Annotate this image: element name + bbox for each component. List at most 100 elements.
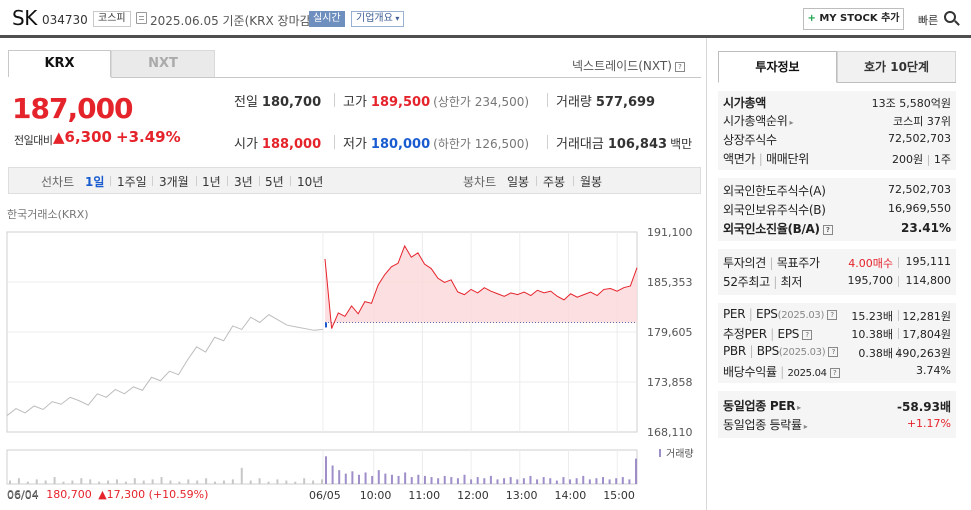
invest-section-foreign: 외국인한도주식수(A) 72,502,703 외국인보유주식수(B) 16,96…	[718, 178, 956, 241]
candle-chart-label: 봉차트	[463, 175, 497, 189]
x-tick-label: 06/04	[7, 489, 39, 502]
opinion-text: 투자의견	[723, 256, 766, 270]
row-industry-per[interactable]: 동일업종 PER ▸ -58.93배	[723, 397, 951, 415]
candle-weekly[interactable]: 주봉	[543, 175, 566, 189]
candle-daily[interactable]: 일봉	[507, 175, 530, 189]
footer-change: ▲17,300	[98, 488, 146, 501]
volume-bar	[133, 478, 136, 484]
period-5y[interactable]: 5년	[265, 175, 284, 189]
row-industry-change[interactable]: 동일업종 등락률 ▸ +1.17%	[723, 416, 951, 434]
help-icon[interactable]: ?	[829, 368, 840, 378]
help-icon[interactable]: ?	[827, 310, 838, 320]
volume-bar	[178, 481, 181, 484]
pbr-value: 0.38배	[858, 347, 893, 360]
trade-unit-value: 1주	[933, 153, 951, 166]
opinion-label: 투자의견 | 목표주가	[723, 254, 820, 271]
my-stock-add-button[interactable]: + MY STOCK 추가	[803, 8, 904, 30]
lower-limit: (하한가 126,500)	[433, 137, 530, 151]
period-3m[interactable]: 3개월	[159, 175, 189, 189]
realtime-button[interactable]: 실시간	[309, 11, 345, 27]
search-icon[interactable]	[944, 11, 956, 23]
company-overview-dropdown[interactable]: 기업개요	[351, 11, 405, 27]
volume-bar	[222, 480, 225, 484]
line-chart-label: 선차트	[41, 175, 75, 189]
row-par-value: 액면가 | 매매단위 200원 | 1주	[723, 150, 951, 168]
help-icon[interactable]: ?	[802, 330, 813, 340]
period-10y[interactable]: 10년	[297, 175, 324, 189]
open-value: 188,000	[261, 137, 322, 152]
stock-header: SK 034730 코스피 2025.06.05 기준(KRX 장마감) 실시간…	[0, 0, 971, 38]
par-value-label: 액면가 | 매매단위	[723, 150, 809, 167]
per-value: 15.23배	[851, 310, 893, 323]
period-1d[interactable]: 1일	[85, 175, 105, 189]
volume-bar	[267, 481, 270, 484]
period-divider	[152, 176, 153, 186]
help-icon[interactable]: ?	[674, 62, 685, 72]
period-1w[interactable]: 1주일	[117, 175, 147, 189]
volume-bar	[549, 478, 552, 484]
volume-bar	[321, 479, 323, 484]
volume-bar	[456, 478, 459, 484]
candle-monthly[interactable]: 월봉	[580, 175, 603, 189]
x-tick-label: 11:00	[408, 489, 440, 502]
label-divider: |	[748, 307, 753, 321]
volume-bar	[26, 481, 29, 484]
period-3y[interactable]: 3년	[234, 175, 253, 189]
opinion-value: 4.00매수	[848, 257, 893, 270]
est-eps-text: EPS	[777, 327, 800, 341]
dividend-label: 배당수익률 | 2025.04?	[723, 363, 840, 380]
price-chart[interactable]: 191,100 185,353 179,605 173,858 168,110 06/04…	[0, 0, 706, 510]
per-label: PER | EPS(2025.03)?	[723, 307, 838, 321]
volume-bar	[124, 481, 127, 484]
volume-bar	[437, 478, 440, 484]
change-value: 6,300	[64, 128, 112, 146]
tab-nxt[interactable]: NXT	[111, 50, 215, 78]
listed-shares-label: 상장주식수	[723, 133, 777, 147]
volume-bar	[80, 478, 83, 484]
my-stock-label: MY STOCK 추가	[819, 13, 900, 24]
invest-section-market-cap: 시가총액 13조 5,580억원 시가총액순위 ▸ 코스피 37위 상장주식수 7…	[718, 91, 956, 170]
foreign-limit-value: 72,502,703	[888, 183, 951, 196]
volume-bar	[205, 478, 208, 484]
value-divider	[898, 328, 899, 339]
volume-bar	[621, 477, 624, 484]
per-text: PER	[723, 307, 746, 321]
row-market-cap-rank[interactable]: 시가총액순위 ▸ 코스피 37위	[723, 112, 951, 130]
listed-shares-value: 72,502,703	[888, 132, 951, 145]
x-tick-label: 12:00	[457, 489, 489, 502]
row-52week: 52주최고 | 최저 195,700 114,800	[723, 273, 951, 291]
help-icon[interactable]: ?	[828, 347, 839, 357]
period-1y[interactable]: 1년	[202, 175, 221, 189]
y-tick-label: 173,858	[647, 376, 693, 389]
volume-bar	[169, 480, 172, 484]
volume-value: 577,699	[595, 95, 656, 110]
nxt-link[interactable]: 넥스트레이드(NXT)?	[572, 57, 685, 74]
volume-bar	[285, 480, 288, 484]
stat-divider	[334, 135, 335, 149]
trade-unit-label: 매매단위	[766, 152, 809, 166]
volume-bar	[608, 479, 611, 484]
volume-bar	[595, 478, 598, 484]
help-icon[interactable]: ?	[822, 225, 833, 235]
volume-bar	[142, 480, 145, 484]
panel-divider	[706, 38, 707, 510]
amount-unit: 백만	[670, 137, 693, 151]
upper-limit: (상한가 234,500)	[433, 95, 530, 109]
tab-invest-info[interactable]: 투자정보	[718, 51, 837, 83]
label-divider: |	[758, 152, 763, 166]
volume-bar	[542, 477, 545, 484]
foreign-holding-label: 외국인보유주식수(B)	[723, 203, 826, 217]
volume-bar	[503, 478, 506, 484]
chevron-right-icon: ▸	[789, 118, 794, 127]
tab-krx[interactable]: KRX	[8, 50, 111, 78]
market-cap-rank-label: 시가총액순위 ▸	[723, 112, 793, 129]
volume-bar	[338, 470, 341, 484]
quick-search-label[interactable]: 빠른	[918, 14, 939, 27]
volume-bar	[357, 474, 360, 484]
tab-order-book[interactable]: 호가 10단계	[837, 51, 956, 83]
period-divider	[536, 176, 537, 186]
stat-amount: 거래대금 106,843 백만	[556, 133, 692, 152]
volume-bar	[483, 478, 486, 484]
volume-bar	[62, 481, 65, 484]
y-tick-label: 179,605	[647, 326, 693, 339]
